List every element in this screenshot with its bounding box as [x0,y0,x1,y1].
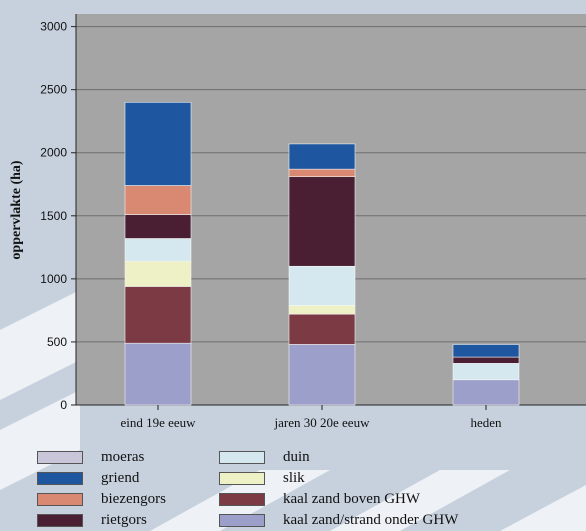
bar-segment [124,185,192,215]
bar-segment [124,286,192,344]
bar-segment [288,168,356,178]
y-tick-label: 2000 [40,146,67,160]
bar-segment [452,356,520,364]
bar-segment [288,143,356,170]
y-tick-label: 1000 [40,272,67,286]
y-tick-label: 3000 [40,20,67,34]
bar-segment [124,260,192,287]
y-tick-label: 0 [60,398,67,412]
bar-segment [452,363,520,381]
bar-segment [288,305,356,315]
bar-segment [452,379,520,406]
x-tick-label: jaren 30 20e eeuw [274,415,371,430]
y-tick-label: 2500 [40,83,67,97]
y-axis-label: oppervlakte (ha) [9,160,24,260]
bar-segment [124,214,192,239]
x-tick-label: heden [470,415,502,430]
bar-segment [288,313,356,345]
x-tick-label: eind 19e eeuw [120,415,196,430]
bar-segment [288,176,356,267]
bar-segment [288,265,356,306]
y-tick-label: 500 [47,335,67,349]
bar-segment [124,101,192,186]
bar-segment [124,238,192,262]
bar-segment [288,344,356,406]
y-tick-label: 1500 [40,209,67,223]
bar-segment [452,344,520,358]
bar-segment [124,342,192,406]
